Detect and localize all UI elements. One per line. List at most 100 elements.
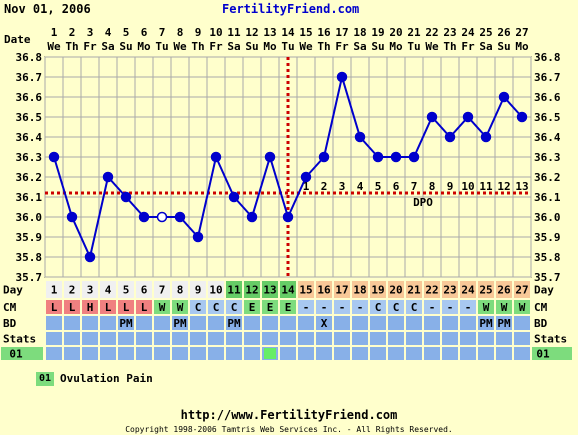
weekday-label: Su [371,40,384,53]
day-cell [154,281,170,298]
bd-cell-text: PM [227,317,241,330]
day-row-label-right: Day [534,284,554,297]
y-tick-label-right: 36.4 [534,131,561,144]
cm-cell-text: C [411,301,418,314]
day-cell-text: 27 [515,284,528,297]
day-cell [514,281,530,298]
day-cell-text: 7 [159,284,166,297]
day-cell [298,281,314,298]
bd-row-label-right: BD [534,317,548,330]
date-number: 13 [263,26,276,39]
custom-cell [280,347,296,360]
bd-cell [262,316,278,330]
stats-cell [82,332,98,345]
cm-cell [514,300,530,314]
custom-cell [298,347,314,360]
bd-cell-text: X [321,317,328,330]
custom-row-label-bg-right [532,347,572,360]
weekday-label: Sa [353,40,366,53]
site-link[interactable]: FertilityFriend.com [222,2,360,16]
date-number: 3 [87,26,94,39]
cm-cell-text: E [285,301,292,314]
date-number: 6 [141,26,148,39]
cm-cell [316,300,332,314]
temperature-point [228,191,240,203]
cm-cell [370,300,386,314]
custom-cell [316,347,332,360]
weekday-label: Tu [155,40,168,53]
stats-cell [118,332,134,345]
stats-cell [370,332,386,345]
custom-cell [460,347,476,360]
cm-cell [244,300,260,314]
cm-cell-text: - [429,301,436,314]
day-cell-text: 16 [317,284,331,297]
cm-cell [496,300,512,314]
bd-cell [100,316,116,330]
custom-cell [496,347,512,360]
cm-cell-text: W [177,301,184,314]
day-cell-text: 24 [461,284,475,297]
stats-cell [46,332,62,345]
y-tick-label-left: 36.6 [16,91,43,104]
custom-cell [352,347,368,360]
cm-cell-text: W [483,301,490,314]
day-cell-text: 6 [141,284,148,297]
day-cell [406,281,422,298]
legend-label: Ovulation Pain [60,372,153,385]
day-cell-text: 10 [209,284,222,297]
custom-cell [100,347,116,360]
temperature-point [48,151,60,163]
weekday-label: Fr [83,40,97,53]
cm-cell [172,300,188,314]
day-cell-text: 21 [407,284,421,297]
custom-cell [46,347,62,360]
custom-cell [424,347,440,360]
y-tick-label-left: 36.7 [16,71,43,84]
weekday-label: We [299,40,313,53]
temperature-point [336,71,348,83]
cm-cell-text: H [87,301,94,314]
date-number: 17 [335,26,348,39]
cm-cell [136,300,152,314]
stats-cell [406,332,422,345]
footer-url[interactable]: http://www.FertilityFriend.com [180,408,398,422]
date-row-label: Date [4,33,31,46]
day-cell [82,281,98,298]
bd-cell [316,316,332,330]
day-cell-text: 9 [195,284,202,297]
day-cell-text: 12 [245,284,258,297]
date-number: 26 [497,26,511,39]
y-tick-label-left: 36.1 [16,191,43,204]
stats-cell [514,332,530,345]
day-cell-text: 20 [389,284,402,297]
stats-cell [262,332,278,345]
custom-cell [172,347,188,360]
date-number: 23 [443,26,456,39]
day-cell [262,281,278,298]
cm-cell-text: C [231,301,238,314]
custom-cell [64,347,80,360]
stats-row-label-left: Stats [3,333,36,346]
date-number: 4 [105,26,112,39]
date-number: 7 [159,26,166,39]
custom-cell [442,347,458,360]
temperature-point [120,191,132,203]
day-cell-text: 13 [263,284,276,297]
cm-cell-text: W [159,301,166,314]
day-cell-text: 2 [69,284,76,297]
y-tick-label-right: 36.7 [534,71,561,84]
day-cell [244,281,260,298]
weekday-label: Sa [479,40,492,53]
cm-cell-text: L [141,301,148,314]
bd-cell [370,316,386,330]
bd-cell [46,316,62,330]
weekday-label: We [47,40,61,53]
temperature-point [102,171,114,183]
temperature-point [408,151,420,163]
date-number: 18 [353,26,366,39]
cm-cell [460,300,476,314]
day-cell [190,281,206,298]
day-cell-text: 4 [105,284,112,297]
cm-cell [118,300,134,314]
